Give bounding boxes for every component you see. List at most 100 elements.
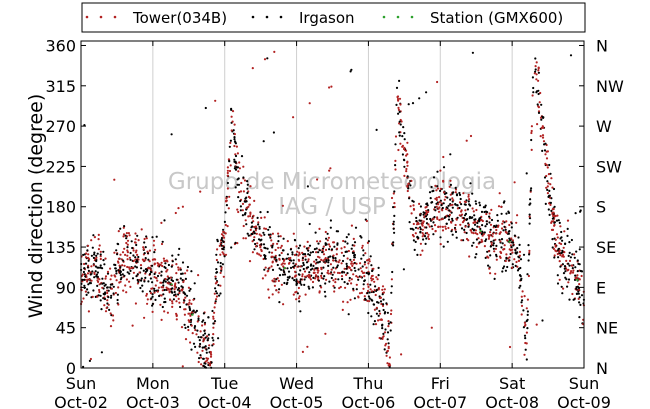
- data-point: [376, 278, 379, 281]
- data-point: [227, 158, 230, 161]
- data-point: [199, 336, 203, 339]
- data-point: [574, 274, 577, 277]
- data-point: [384, 328, 387, 331]
- data-point: [454, 191, 457, 194]
- data-point: [458, 214, 461, 217]
- data-point: [346, 242, 349, 245]
- data-point: [254, 227, 257, 230]
- data-point: [311, 250, 315, 254]
- y-tick-label-compass: NW: [596, 77, 624, 96]
- data-point: [425, 91, 428, 94]
- data-point: [441, 229, 445, 232]
- data-point: [326, 232, 329, 235]
- data-point: [156, 274, 160, 278]
- data-point: [508, 259, 511, 262]
- data-point: [378, 312, 382, 315]
- data-point: [150, 297, 153, 300]
- data-point: [92, 256, 95, 259]
- data-point: [96, 266, 99, 269]
- data-point: [328, 248, 331, 251]
- data-point: [472, 221, 475, 224]
- data-point: [191, 313, 194, 316]
- data-point: [242, 165, 245, 168]
- data-point: [281, 273, 285, 276]
- data-point: [156, 290, 159, 293]
- data-point: [212, 315, 215, 318]
- data-point: [282, 259, 285, 262]
- data-point: [541, 134, 545, 137]
- data-point: [93, 253, 96, 256]
- data-point: [88, 258, 91, 261]
- data-point: [366, 289, 370, 293]
- data-point: [348, 279, 351, 282]
- data-point: [566, 219, 570, 222]
- data-point: [203, 329, 206, 332]
- data-point: [199, 190, 202, 193]
- data-point: [268, 266, 271, 269]
- data-point: [91, 270, 94, 273]
- data-point: [134, 265, 137, 268]
- data-point: [513, 181, 516, 184]
- data-point: [294, 291, 297, 294]
- data-point: [110, 287, 113, 290]
- data-point: [578, 316, 581, 319]
- data-point: [403, 174, 406, 177]
- data-point: [207, 361, 210, 364]
- data-point: [440, 204, 443, 207]
- data-point: [291, 253, 294, 256]
- data-point: [477, 237, 480, 240]
- data-point: [114, 291, 117, 295]
- data-point: [229, 139, 232, 142]
- data-point: [169, 288, 172, 291]
- data-point: [474, 256, 477, 259]
- data-point: [231, 110, 235, 113]
- data-point: [441, 225, 444, 228]
- data-point: [352, 273, 355, 276]
- data-point: [530, 187, 533, 190]
- data-point: [560, 242, 563, 246]
- data-point: [367, 240, 370, 243]
- data-point: [563, 267, 566, 270]
- data-point: [544, 162, 547, 165]
- data-point: [196, 351, 199, 354]
- data-point: [524, 323, 527, 326]
- data-point: [379, 300, 383, 303]
- data-point: [151, 281, 154, 284]
- data-point: [334, 257, 337, 260]
- data-point: [390, 196, 394, 200]
- data-point: [489, 223, 493, 226]
- data-point: [197, 360, 200, 364]
- data-point: [292, 259, 295, 262]
- data-point: [569, 272, 572, 275]
- data-point: [329, 255, 332, 258]
- data-point: [204, 360, 207, 363]
- data-point: [441, 209, 444, 212]
- data-point: [154, 284, 157, 287]
- data-point: [203, 332, 207, 335]
- data-point: [188, 301, 191, 304]
- data-point: [180, 326, 184, 329]
- data-point: [524, 348, 527, 351]
- data-point: [257, 223, 260, 226]
- data-point: [177, 293, 180, 296]
- data-point: [514, 264, 517, 267]
- data-point: [151, 310, 154, 313]
- data-point: [333, 271, 336, 274]
- data-point: [249, 185, 252, 188]
- data-point: [491, 232, 495, 235]
- data-point: [334, 278, 337, 281]
- data-point: [476, 225, 479, 228]
- data-point: [497, 205, 501, 208]
- data-point: [504, 269, 507, 272]
- data-point: [288, 275, 291, 278]
- data-point: [377, 319, 380, 322]
- data-point: [511, 251, 514, 254]
- data-point: [130, 240, 133, 243]
- data-point: [123, 274, 126, 277]
- data-point: [384, 311, 387, 314]
- data-point: [115, 249, 118, 252]
- data-point: [295, 278, 298, 281]
- data-point: [529, 202, 532, 205]
- data-point: [170, 283, 173, 286]
- data-point: [398, 120, 401, 123]
